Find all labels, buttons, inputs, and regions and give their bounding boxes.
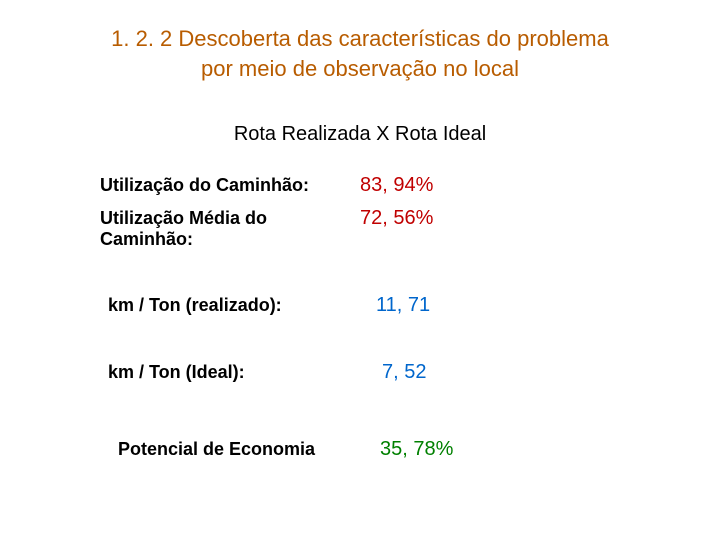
title-line-1: 1. 2. 2 Descoberta das características d… <box>111 26 609 51</box>
row-value: 7, 52 <box>382 361 426 384</box>
row-value: 83, 94% <box>360 174 433 197</box>
row-label: km / Ton (realizado): <box>108 295 368 316</box>
row-value: 11, 71 <box>376 294 430 317</box>
row-label: Utilização do Caminhão: <box>100 175 360 196</box>
slide: 1. 2. 2 Descoberta das características d… <box>0 0 720 540</box>
row-label: Utilização Média do Caminhão: <box>100 208 360 250</box>
data-row: Utilização Média do Caminhão:72, 56% <box>100 207 720 250</box>
data-row: Potencial de Economia35, 78% <box>100 438 720 461</box>
row-value: 72, 56% <box>360 207 433 230</box>
row-label: Potencial de Economia <box>118 439 378 460</box>
row-value: 35, 78% <box>380 438 453 461</box>
row-label: km / Ton (Ideal): <box>108 362 368 383</box>
data-row: Utilização do Caminhão:83, 94% <box>100 174 720 197</box>
title-line-2: por meio de observação no local <box>201 56 519 81</box>
data-row: km / Ton (Ideal): 7, 52 <box>100 361 720 384</box>
slide-subtitle: Rota Realizada X Rota Ideal <box>0 123 720 146</box>
data-row: km / Ton (realizado): 11, 71 <box>100 294 720 317</box>
data-rows: Utilização do Caminhão:83, 94%Utilização… <box>100 174 720 461</box>
slide-title: 1. 2. 2 Descoberta das características d… <box>60 24 660 83</box>
